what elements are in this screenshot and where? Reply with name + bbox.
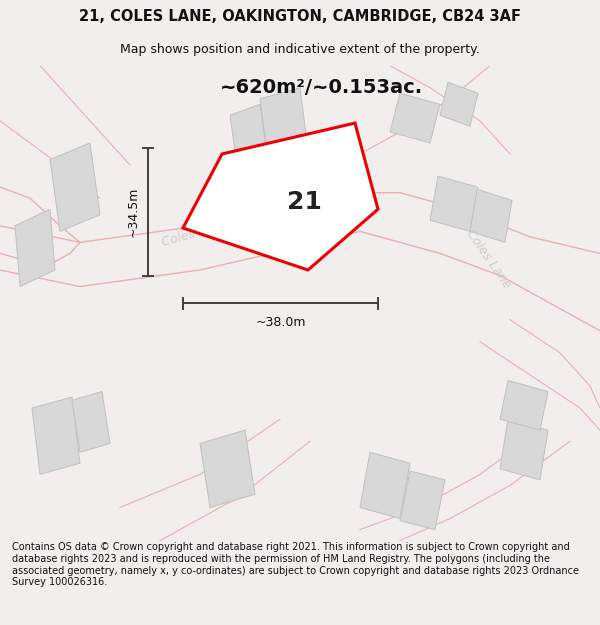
- Polygon shape: [500, 381, 548, 430]
- Polygon shape: [360, 452, 410, 519]
- Text: Coles Lane: Coles Lane: [463, 228, 513, 291]
- Text: ~34.5m: ~34.5m: [127, 187, 140, 237]
- Polygon shape: [200, 430, 255, 508]
- Polygon shape: [400, 471, 445, 529]
- Polygon shape: [72, 391, 110, 452]
- Polygon shape: [15, 209, 55, 286]
- Text: Map shows position and indicative extent of the property.: Map shows position and indicative extent…: [120, 42, 480, 56]
- Polygon shape: [390, 93, 440, 143]
- Text: 21, COLES LANE, OAKINGTON, CAMBRIDGE, CB24 3AF: 21, COLES LANE, OAKINGTON, CAMBRIDGE, CB…: [79, 9, 521, 24]
- Text: 21: 21: [287, 191, 322, 214]
- Polygon shape: [500, 419, 548, 480]
- Text: ~620m²/~0.153ac.: ~620m²/~0.153ac.: [220, 78, 423, 98]
- Text: Contains OS data © Crown copyright and database right 2021. This information is : Contains OS data © Crown copyright and d…: [12, 542, 579, 587]
- Polygon shape: [50, 143, 100, 231]
- Polygon shape: [230, 104, 270, 187]
- Polygon shape: [440, 82, 478, 126]
- Polygon shape: [32, 397, 80, 474]
- Polygon shape: [183, 123, 378, 270]
- Polygon shape: [470, 189, 512, 242]
- Polygon shape: [260, 88, 310, 176]
- Polygon shape: [430, 176, 478, 231]
- Text: Coles Lane: Coles Lane: [160, 218, 230, 249]
- Text: ~38.0m: ~38.0m: [255, 316, 306, 329]
